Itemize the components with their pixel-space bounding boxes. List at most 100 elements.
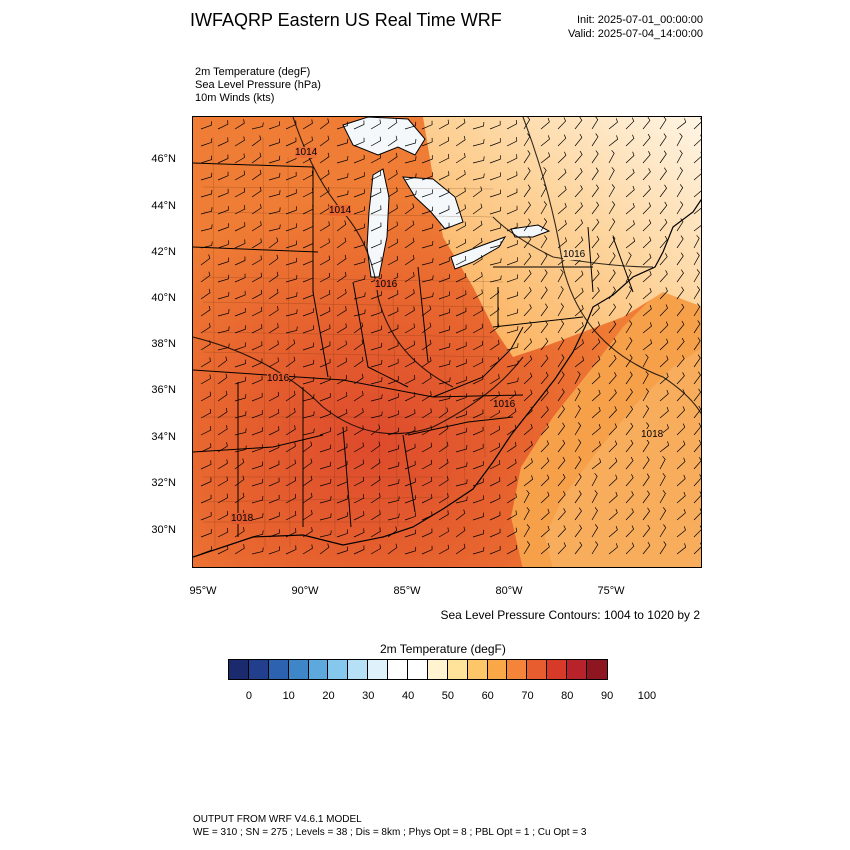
wind-barb [540, 286, 548, 300]
field-winds-label: 10m Winds (kts) [195, 92, 275, 104]
wind-barb [625, 456, 634, 470]
wind-barb [608, 354, 617, 368]
lat-label: 34°N [151, 431, 176, 443]
wind-barb [200, 391, 211, 402]
wind-barb [574, 236, 584, 249]
wind-barb [234, 153, 245, 164]
wind-barb [693, 320, 701, 334]
wind-barb [642, 490, 650, 504]
wind-barb [455, 543, 466, 555]
wind-barb [217, 326, 230, 334]
wind-barb [676, 320, 685, 334]
wind-barb [251, 358, 263, 368]
wind-barb [217, 188, 229, 198]
wind-barb [523, 423, 533, 436]
wind-barb [591, 201, 600, 215]
wind-barb [217, 545, 229, 555]
wind-barb [421, 459, 433, 470]
wind-barb [200, 408, 212, 419]
wind-barb [523, 458, 533, 470]
wind-barb [251, 324, 263, 334]
wind-barb [523, 372, 533, 385]
colorbar-swatch [527, 660, 548, 679]
wind-barb [642, 185, 651, 198]
wind-barb [608, 389, 617, 402]
wind-barb [455, 444, 468, 453]
state-borders [193, 162, 634, 537]
wind-barb [455, 479, 468, 487]
wind-barb [370, 170, 382, 181]
wind-barb [268, 306, 279, 317]
wind-barb [506, 459, 517, 470]
wind-barb [234, 376, 247, 385]
wind-barb [506, 119, 518, 130]
wind-barb [268, 172, 281, 181]
wind-barb [489, 241, 502, 249]
wind-barb [489, 528, 501, 538]
wind-barb [387, 341, 399, 351]
wind-barb [302, 411, 315, 419]
wind-barb [302, 291, 314, 300]
colorbar-swatch [368, 660, 389, 679]
wind-barb [574, 356, 585, 368]
wind-barb [642, 439, 650, 453]
wind-barb [625, 202, 635, 215]
wind-barb [319, 118, 330, 130]
wind-barb [659, 372, 669, 385]
wind-barb [676, 423, 686, 436]
wind-barb [421, 120, 433, 130]
wind-barb [676, 303, 685, 317]
wind-barb [353, 189, 365, 198]
wind-barb [625, 525, 635, 538]
wind-barb [642, 473, 650, 487]
wind-barb [574, 304, 584, 317]
wind-barb [693, 337, 701, 351]
wind-barb [489, 275, 502, 283]
wind-barb [523, 201, 531, 215]
colorbar-swatch [427, 660, 448, 679]
wind-barb [268, 357, 279, 368]
model-config: WE = 310 ; SN = 275 ; Levels = 38 ; Dis … [193, 827, 587, 838]
colorbar-swatch [567, 660, 588, 679]
wind-barb [557, 320, 565, 334]
wind-barb [472, 340, 484, 351]
wind-barb [251, 478, 264, 487]
wind-barb [540, 167, 547, 181]
wind-barb [659, 287, 668, 300]
wind-barb [642, 405, 650, 419]
wind-barb [540, 525, 550, 538]
wind-barb [404, 220, 415, 232]
wind-barb [693, 117, 701, 130]
wind-barb [387, 290, 399, 300]
wind-barb [404, 512, 416, 521]
wind-barb [540, 320, 549, 334]
wind-barb [438, 136, 450, 147]
wind-barb [642, 322, 652, 334]
lat-label: 32°N [151, 477, 176, 489]
model-info: OUTPUT FROM WRF V4.6.1 MODEL [193, 814, 362, 825]
wind-barb [319, 410, 331, 419]
wind-barb [353, 459, 364, 470]
colorbar-tick-label: 60 [481, 690, 494, 702]
wind-barb [438, 342, 451, 351]
wind-barb [676, 474, 686, 487]
wind-barb [387, 255, 399, 266]
wind-barb [659, 167, 667, 181]
wind-barb [642, 371, 649, 385]
wind-barb [217, 206, 229, 215]
wind-barb [285, 476, 296, 487]
wind-barb [676, 133, 683, 147]
wind-barb [251, 122, 264, 130]
wind-barb [574, 185, 583, 198]
wind-barb [693, 525, 701, 538]
wind-barb [523, 252, 532, 266]
colorbar-swatch [507, 660, 528, 679]
wind-barb [404, 203, 415, 215]
wind-barb [387, 170, 398, 181]
wind-barbs [200, 117, 701, 555]
wind-barb [574, 202, 583, 215]
wind-barb [574, 439, 582, 453]
colorbar-swatch [587, 660, 607, 679]
wind-barb [693, 491, 701, 504]
wind-barb [608, 320, 617, 334]
